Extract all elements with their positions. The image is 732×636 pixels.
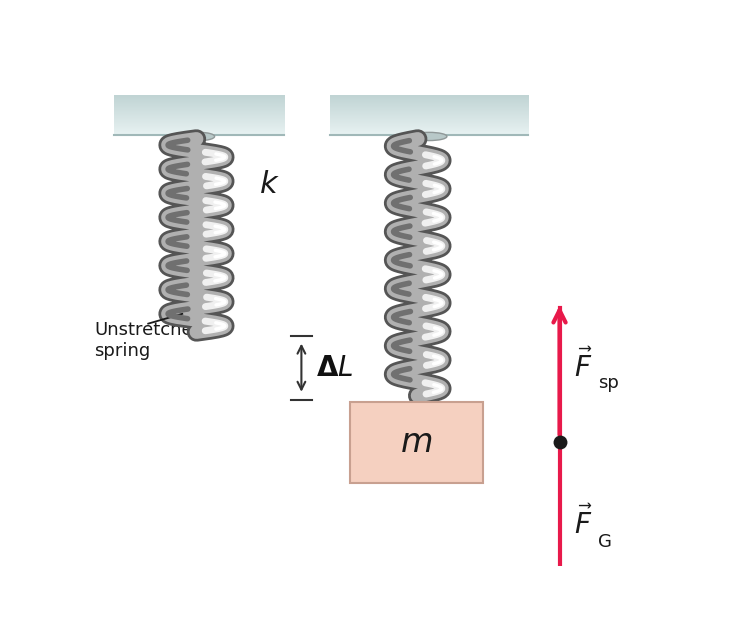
- Text: $\vec{F}$: $\vec{F}$: [574, 506, 592, 540]
- Ellipse shape: [184, 132, 214, 141]
- Text: $\vec{F}$: $\vec{F}$: [574, 349, 592, 383]
- Text: $\mathbf{\Delta}$$\mathit{L}$: $\mathbf{\Delta}$$\mathit{L}$: [315, 354, 353, 382]
- Text: G: G: [598, 533, 612, 551]
- Text: $m$: $m$: [400, 426, 433, 459]
- Text: sp: sp: [598, 374, 619, 392]
- Text: $k$: $k$: [259, 170, 280, 198]
- Text: Unstretched
spring: Unstretched spring: [94, 321, 204, 360]
- Bar: [350, 402, 483, 483]
- Ellipse shape: [411, 132, 447, 141]
